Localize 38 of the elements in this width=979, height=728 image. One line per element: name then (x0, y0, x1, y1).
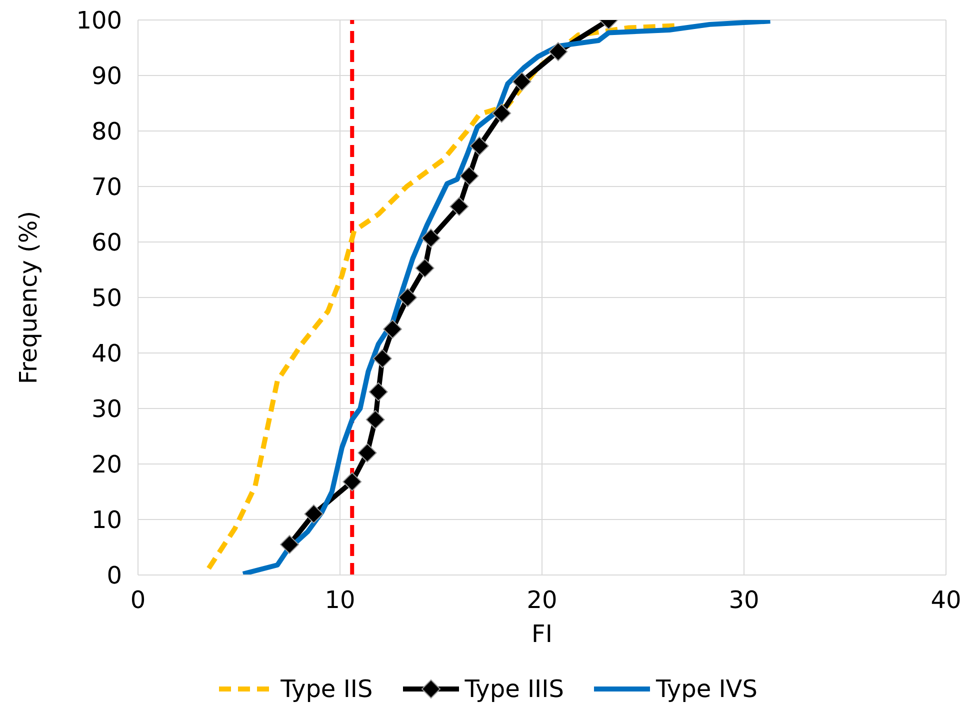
y-tick-label: 40 (91, 340, 122, 368)
x-tick-label: 10 (324, 586, 356, 614)
y-tick-label: 100 (76, 6, 122, 35)
point (421, 228, 440, 248)
point (548, 42, 568, 62)
x-tick-label: 30 (728, 586, 760, 614)
point (358, 443, 377, 462)
point (342, 472, 362, 492)
y-tick-label: 20 (91, 450, 122, 479)
y-tick-label: 10 (91, 506, 122, 534)
y-tick-label: 50 (91, 284, 122, 312)
legend-label: Type IVS (656, 675, 758, 703)
x-axis-title: FI (532, 620, 552, 648)
point (368, 382, 388, 402)
y-tick-label: 70 (91, 173, 122, 202)
point (460, 166, 479, 186)
point (398, 288, 418, 307)
point (280, 534, 299, 554)
point (492, 104, 512, 123)
point (372, 349, 392, 368)
point (415, 258, 434, 278)
point (304, 504, 324, 524)
point (366, 410, 385, 430)
y-tick-label: 60 (91, 228, 122, 257)
point (470, 136, 489, 156)
y-axis-title: Frequency (%) (14, 210, 43, 384)
y-tick-label: 0 (106, 562, 122, 590)
y-tick-label: 30 (91, 395, 122, 424)
y-tick-label: 90 (91, 62, 122, 90)
point (450, 196, 469, 216)
legend-label: Type IIS (280, 675, 373, 703)
y-tick-label: 80 (91, 118, 122, 146)
point (383, 320, 402, 339)
x-tick-label: 0 (130, 586, 146, 614)
x-tick-label: 20 (526, 586, 558, 614)
legend-label: Type IIIS (464, 675, 564, 703)
x-tick-label: 40 (930, 586, 962, 614)
point (512, 72, 532, 92)
